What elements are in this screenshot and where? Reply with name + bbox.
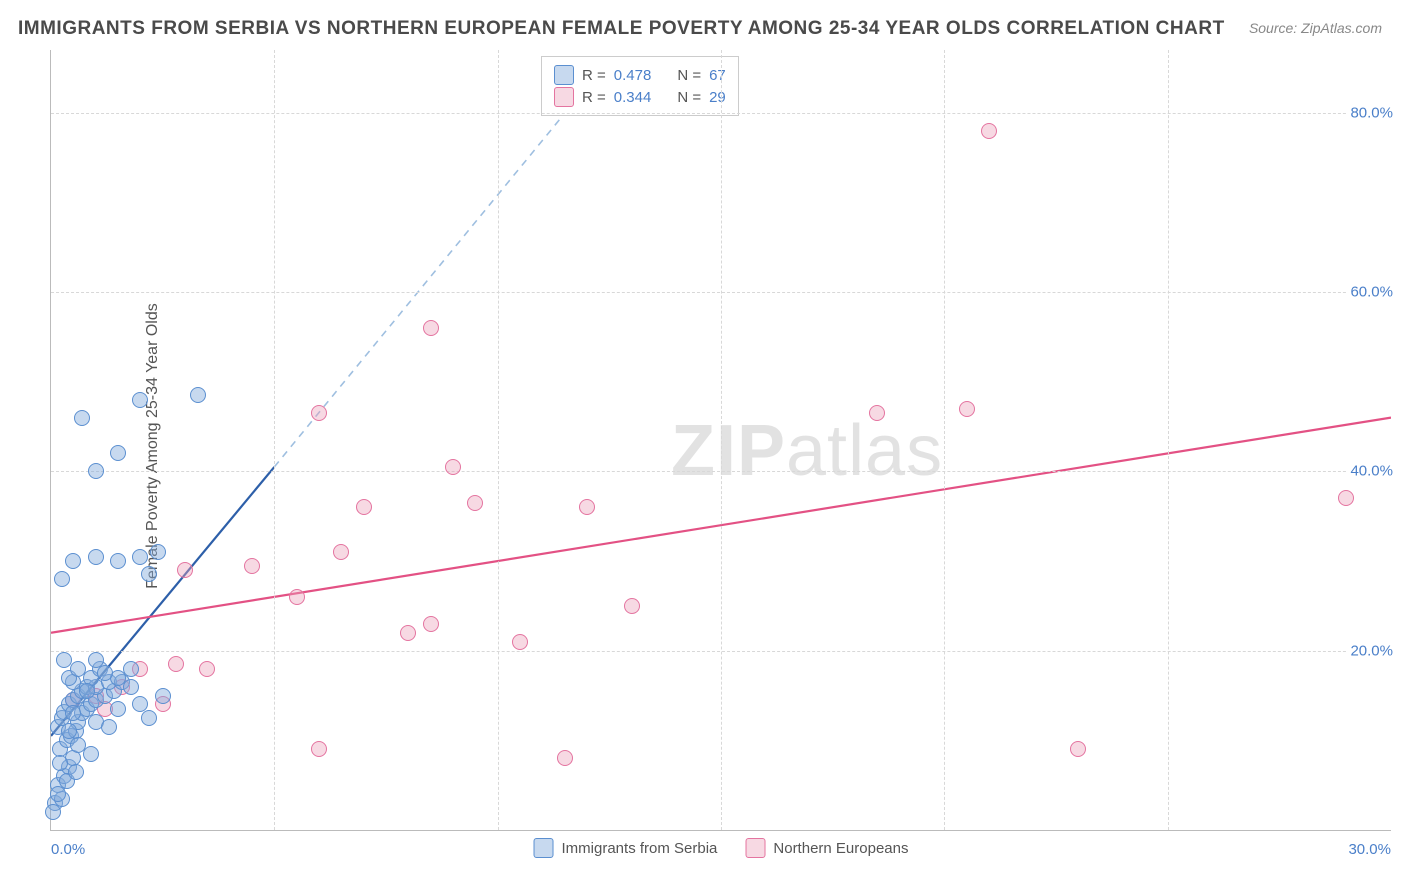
gridline-v: [498, 50, 499, 830]
gridline-v: [944, 50, 945, 830]
corr-row-pink: R = 0.344 N = 29: [554, 87, 726, 107]
data-point-pink: [400, 625, 416, 641]
data-point-pink: [168, 656, 184, 672]
y-tick-label: 20.0%: [1346, 642, 1393, 659]
y-tick-label: 80.0%: [1346, 104, 1393, 121]
source-attribution: Source: ZipAtlas.com: [1249, 20, 1382, 36]
data-point-blue: [65, 705, 81, 721]
data-point-blue: [141, 566, 157, 582]
data-point-blue: [132, 549, 148, 565]
data-point-pink: [1070, 741, 1086, 757]
data-point-pink: [423, 616, 439, 632]
data-point-pink: [959, 401, 975, 417]
data-point-blue: [61, 723, 77, 739]
data-point-blue: [83, 746, 99, 762]
data-point-pink: [869, 405, 885, 421]
data-point-blue: [190, 387, 206, 403]
data-point-pink: [981, 123, 997, 139]
data-point-blue: [56, 652, 72, 668]
data-point-pink: [289, 589, 305, 605]
data-point-pink: [311, 405, 327, 421]
correlation-legend: R = 0.478 N = 67 R = 0.344 N = 29: [541, 56, 739, 116]
data-point-pink: [557, 750, 573, 766]
data-point-blue: [70, 661, 86, 677]
data-point-blue: [65, 553, 81, 569]
data-point-blue: [50, 786, 66, 802]
data-point-blue: [155, 688, 171, 704]
legend-item-pink: Northern Europeans: [745, 838, 908, 858]
series-legend: Immigrants from Serbia Northern European…: [534, 838, 909, 858]
data-point-pink: [512, 634, 528, 650]
data-point-blue: [123, 679, 139, 695]
y-tick-label: 60.0%: [1346, 284, 1393, 301]
data-point-pink: [445, 459, 461, 475]
data-point-pink: [199, 661, 215, 677]
data-point-blue: [68, 764, 84, 780]
corr-row-blue: R = 0.478 N = 67: [554, 65, 726, 85]
legend-item-blue: Immigrants from Serbia: [534, 838, 718, 858]
data-point-blue: [88, 549, 104, 565]
swatch-blue-icon: [554, 65, 574, 85]
data-point-blue: [79, 683, 95, 699]
data-point-pink: [624, 598, 640, 614]
data-point-pink: [311, 741, 327, 757]
data-point-blue: [54, 571, 70, 587]
swatch-blue-icon: [534, 838, 554, 858]
data-point-blue: [110, 445, 126, 461]
data-point-pink: [467, 495, 483, 511]
r-value: 0.478: [614, 67, 652, 84]
data-point-blue: [101, 719, 117, 735]
data-point-blue: [150, 544, 166, 560]
n-value: 67: [709, 67, 726, 84]
x-tick-label: 0.0%: [51, 841, 85, 858]
data-point-pink: [579, 499, 595, 515]
scatter-plot: ZIPatlas R =0.478N =67R =0.344N =29 Immi…: [50, 50, 1391, 831]
data-point-pink: [244, 558, 260, 574]
legend-label-pink: Northern Europeans: [773, 840, 908, 857]
data-point-blue: [132, 392, 148, 408]
data-point-pink: [177, 562, 193, 578]
gridline-v: [721, 50, 722, 830]
data-point-pink: [333, 544, 349, 560]
data-point-blue: [123, 661, 139, 677]
n-value: 29: [709, 89, 726, 106]
data-point-blue: [52, 755, 68, 771]
data-point-blue: [110, 553, 126, 569]
chart-title: IMMIGRANTS FROM SERBIA VS NORTHERN EUROP…: [18, 18, 1225, 40]
swatch-pink-icon: [554, 87, 574, 107]
n-label: N =: [677, 67, 701, 84]
data-point-pink: [1338, 490, 1354, 506]
r-label: R =: [582, 67, 606, 84]
data-point-blue: [97, 665, 113, 681]
data-point-blue: [74, 410, 90, 426]
data-point-blue: [88, 463, 104, 479]
source-prefix: Source:: [1249, 20, 1301, 36]
data-point-blue: [110, 701, 126, 717]
data-point-pink: [356, 499, 372, 515]
watermark-rest: atlas: [786, 411, 943, 491]
data-point-blue: [141, 710, 157, 726]
data-point-blue: [45, 804, 61, 820]
y-tick-label: 40.0%: [1346, 463, 1393, 480]
swatch-pink-icon: [745, 838, 765, 858]
watermark-bold: ZIP: [671, 411, 786, 491]
data-point-pink: [423, 320, 439, 336]
watermark: ZIPatlas: [671, 410, 943, 492]
r-label: R =: [582, 89, 606, 106]
legend-label-blue: Immigrants from Serbia: [562, 840, 718, 857]
data-point-blue: [88, 652, 104, 668]
source-name: ZipAtlas.com: [1301, 20, 1382, 36]
gridline-v: [274, 50, 275, 830]
gridline-v: [1168, 50, 1169, 830]
r-value: 0.344: [614, 89, 652, 106]
x-tick-label: 30.0%: [1348, 841, 1391, 858]
n-label: N =: [677, 89, 701, 106]
